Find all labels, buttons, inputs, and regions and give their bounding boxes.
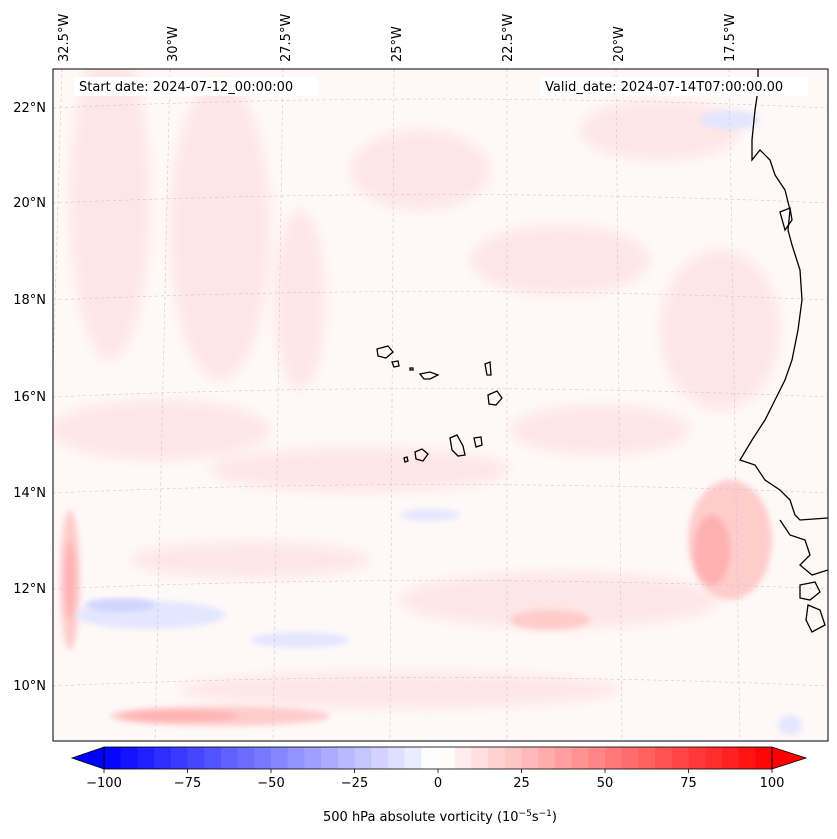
colorbar-cell: [488, 747, 506, 769]
colorbar-cell: [655, 747, 673, 769]
lon-label-20w: 20°W: [612, 26, 627, 62]
colorbar-cell: [371, 747, 389, 769]
colorbar-cell: [588, 747, 606, 769]
valid-date-label: Valid_date: 2024-07-14T07:00:00.00: [545, 80, 783, 95]
colorbar-tick-label: 50: [597, 776, 614, 791]
lon-label-30w: 30°W: [166, 26, 181, 62]
graticule: [53, 69, 828, 741]
colorbar-max-extend: [771, 746, 808, 770]
lon-label-17-5w: 17.5°W: [723, 14, 738, 62]
colorbar-tick-label: 75: [680, 776, 697, 791]
colorbar-cell: [504, 747, 523, 769]
colorbar-cell: [354, 747, 372, 769]
lat-label-18n: 18°N: [13, 293, 46, 308]
map-area[interactable]: Start date: 2024-07-12_00:00:00 Valid_da…: [42, 40, 829, 742]
colorbar-cell: [721, 747, 740, 769]
colorbar-cell: [454, 747, 472, 769]
latitude-labels: 22°N 20°N 18°N 16°N 14°N 12°N 10°N: [13, 101, 46, 694]
lon-label-22-5w: 22.5°W: [501, 14, 516, 62]
lon-label-32-5w: 32.5°W: [57, 14, 72, 62]
colorbar-cell: [321, 747, 339, 769]
colorbar-cell: [304, 747, 322, 769]
colorbar-cell: [605, 747, 623, 769]
longitude-labels: 32.5°W 30°W 27.5°W 25°W 22.5°W 20°W 17.5…: [57, 14, 738, 62]
colorbar-cell: [688, 747, 706, 769]
lat-label-12n: 12°N: [13, 582, 46, 597]
header-banner: Start date: 2024-07-12_00:00:00 Valid_da…: [74, 77, 808, 96]
colorbar-cell: [404, 747, 422, 769]
colorbar-cell: [204, 747, 222, 769]
colorbar-cell: [521, 747, 539, 769]
lat-label-16n: 16°N: [13, 390, 46, 405]
lat-label-10n: 10°N: [13, 679, 46, 694]
colorbar-cell: [154, 747, 172, 769]
colorbar-tick-label: −75: [174, 776, 201, 791]
lon-label-25w: 25°W: [390, 26, 405, 62]
colorbar-cell: [571, 747, 589, 769]
colorbar-cell: [104, 747, 122, 769]
colorbar-cell: [554, 747, 573, 769]
lon-label-27-5w: 27.5°W: [279, 14, 294, 62]
colorbar-tick-label: −50: [257, 776, 284, 791]
coastline: [376, 69, 828, 633]
start-date-box: [74, 77, 318, 96]
colorbar-cell: [538, 747, 556, 769]
colorbar-cell: [438, 747, 456, 769]
valid-date-box: [540, 77, 808, 96]
colorbar-tick-label: −25: [341, 776, 368, 791]
colorbar-cell: [738, 747, 756, 769]
colorbar-cell: [421, 747, 439, 769]
colorbar-cell: [471, 747, 489, 769]
colorbar-cell: [237, 747, 255, 769]
colorbar-min-extend: [70, 746, 105, 770]
colorbar-tick-label: 100: [760, 776, 785, 791]
colorbar-cell: [671, 747, 690, 769]
colorbar-tick-label: −100: [86, 776, 122, 791]
colorbar-cell: [621, 747, 639, 769]
colorbar-cells: [104, 747, 773, 769]
colorbar-cell: [287, 747, 305, 769]
colorbar-tick-label: 0: [434, 776, 442, 791]
colorbar-cell: [387, 747, 406, 769]
colorbar-cell: [137, 747, 155, 769]
colorbar-ticks: −100 −75 −50 −25 0 25 50 75 100: [86, 769, 784, 791]
colorbar-tick-label: 25: [513, 776, 530, 791]
colorbar-cell: [755, 747, 773, 769]
colorbar-cell: [120, 747, 138, 769]
map-frame: [52, 68, 829, 742]
lat-label-14n: 14°N: [13, 486, 46, 501]
colorbar-cell: [271, 747, 289, 769]
colorbar-cell: [170, 747, 189, 769]
lat-label-20n: 20°N: [13, 196, 46, 211]
colorbar-cell: [337, 747, 356, 769]
lat-label-22n: 22°N: [13, 101, 46, 116]
colorbar-cell: [187, 747, 205, 769]
colorbar-title: 500 hPa absolute vorticity (10−5s−1): [323, 809, 557, 825]
colorbar-cell: [705, 747, 723, 769]
colorbar-cell: [254, 747, 272, 769]
vorticity-field: [53, 69, 802, 735]
colorbar: −100 −75 −50 −25 0 25 50 75 100 500 hPa absolute…: [70, 746, 808, 825]
colorbar-cell: [220, 747, 239, 769]
start-date-label: Start date: 2024-07-12_00:00:00: [79, 80, 293, 95]
colorbar-cell: [638, 747, 656, 769]
